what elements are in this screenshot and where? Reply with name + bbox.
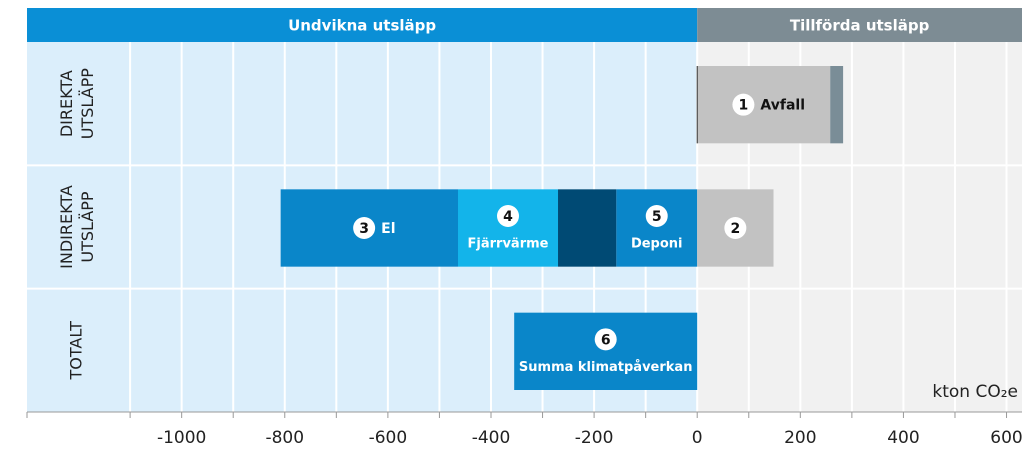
bar-segment	[697, 66, 831, 144]
number-badge	[732, 93, 755, 116]
x-tick-label: 600	[990, 428, 1022, 448]
unit-label: kton CO₂e	[932, 382, 1018, 402]
number-label: 3	[359, 221, 369, 237]
x-tick-label: -800	[265, 428, 304, 448]
header-bar	[697, 8, 1022, 42]
bar-segment	[514, 312, 698, 390]
row-label: DIREKTA UTSLÄPP	[57, 68, 97, 140]
number-label: 4	[503, 209, 513, 225]
number-label: 5	[652, 209, 662, 225]
header-bar	[27, 8, 698, 42]
segment-label: El	[381, 221, 395, 237]
number-badge	[594, 328, 617, 351]
x-tick-label: -400	[472, 428, 511, 448]
row-label: TOTALT	[67, 321, 86, 381]
x-tick-label: 400	[887, 428, 919, 448]
number-badge	[353, 217, 376, 239]
number-badge	[645, 205, 668, 227]
number-label: 6	[601, 332, 611, 348]
segment-label: Fjärrvärme	[468, 237, 549, 252]
number-badge	[724, 217, 747, 239]
x-tick-label: 200	[784, 428, 816, 448]
segment-label: Avfall	[760, 98, 805, 114]
header-text: Tillförda utsläpp	[790, 17, 930, 35]
row-label: INDIREKTA UTSLÄPP	[57, 185, 97, 269]
x-tick-label: -1000	[157, 428, 206, 448]
bar-segment	[457, 189, 559, 267]
bar-segment	[830, 66, 844, 144]
number-label: 1	[739, 98, 749, 114]
bar-segment	[558, 189, 617, 267]
number-label: 2	[730, 221, 740, 237]
x-tick-label: 0	[692, 428, 703, 448]
x-tick-label: -600	[369, 428, 408, 448]
segment-label: Deponi	[631, 237, 683, 252]
segment-label: Summa klimatpåverkan	[519, 360, 693, 375]
bar-segment	[616, 189, 698, 267]
header-text: Undvikna utsläpp	[288, 17, 436, 35]
number-badge	[497, 205, 520, 227]
x-tick-label: -200	[575, 428, 614, 448]
